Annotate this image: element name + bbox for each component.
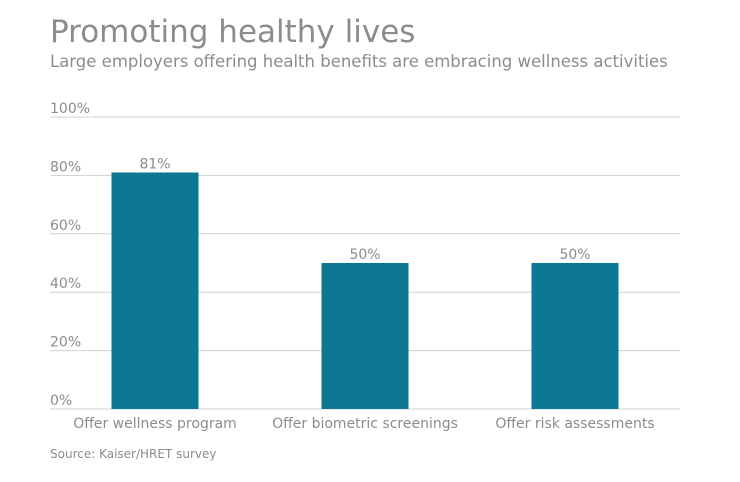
- y-tick-label: 60%: [50, 218, 81, 234]
- bars: [111, 172, 619, 409]
- y-tick-label: 40%: [50, 276, 81, 292]
- x-axis-labels: Offer wellness program Offer biometric sc…: [73, 416, 654, 432]
- chart-title: Promoting healthy lives: [50, 14, 416, 50]
- data-label: 50%: [349, 247, 380, 263]
- bar: [321, 263, 409, 409]
- y-tick-label: 20%: [50, 335, 81, 351]
- x-category-label: Offer risk assessments: [495, 416, 654, 432]
- x-category-label: Offer wellness program: [73, 416, 237, 432]
- y-tick-label: 0%: [50, 393, 72, 409]
- data-label: 50%: [559, 247, 590, 263]
- bar: [531, 263, 619, 409]
- bar: [111, 172, 199, 409]
- chart-subtitle: Large employers offering health benefits…: [50, 52, 668, 71]
- y-axis-ticks: 0% 20% 40% 60% 80% 100%: [50, 101, 90, 409]
- source-note: Source: Kaiser/HRET survey: [50, 447, 217, 461]
- data-label: 81%: [139, 156, 170, 172]
- y-tick-label: 80%: [50, 159, 81, 175]
- y-tick-label: 100%: [50, 101, 90, 117]
- data-labels: 81% 50% 50%: [139, 156, 590, 263]
- x-category-label: Offer biometric screenings: [272, 416, 458, 432]
